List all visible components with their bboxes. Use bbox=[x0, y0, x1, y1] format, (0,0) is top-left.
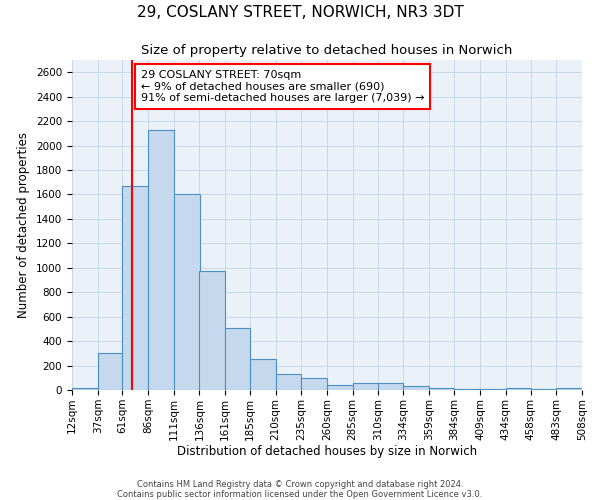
Text: 29 COSLANY STREET: 70sqm
← 9% of detached houses are smaller (690)
91% of semi-d: 29 COSLANY STREET: 70sqm ← 9% of detache… bbox=[141, 70, 424, 103]
Bar bbox=[455, 389, 480, 390]
Y-axis label: Number of detached properties: Number of detached properties bbox=[17, 132, 31, 318]
Bar bbox=[148, 130, 174, 390]
X-axis label: Distribution of detached houses by size in Norwich: Distribution of detached houses by size … bbox=[177, 446, 477, 458]
Bar bbox=[429, 388, 455, 390]
Text: 29, COSLANY STREET, NORWICH, NR3 3DT: 29, COSLANY STREET, NORWICH, NR3 3DT bbox=[137, 5, 463, 20]
Bar bbox=[353, 382, 379, 390]
Bar bbox=[556, 388, 582, 390]
Bar bbox=[98, 354, 122, 390]
Bar bbox=[379, 384, 403, 390]
Bar bbox=[122, 186, 148, 390]
Bar bbox=[327, 385, 353, 390]
Bar bbox=[225, 328, 250, 390]
Bar bbox=[72, 388, 98, 390]
Text: Contains HM Land Registry data © Crown copyright and database right 2024.
Contai: Contains HM Land Registry data © Crown c… bbox=[118, 480, 482, 499]
Bar bbox=[250, 359, 275, 390]
Title: Size of property relative to detached houses in Norwich: Size of property relative to detached ho… bbox=[142, 44, 512, 58]
Bar bbox=[506, 388, 530, 390]
Bar bbox=[174, 194, 199, 390]
Bar bbox=[301, 378, 327, 390]
Bar bbox=[199, 272, 225, 390]
Bar bbox=[275, 374, 301, 390]
Bar bbox=[403, 386, 429, 390]
